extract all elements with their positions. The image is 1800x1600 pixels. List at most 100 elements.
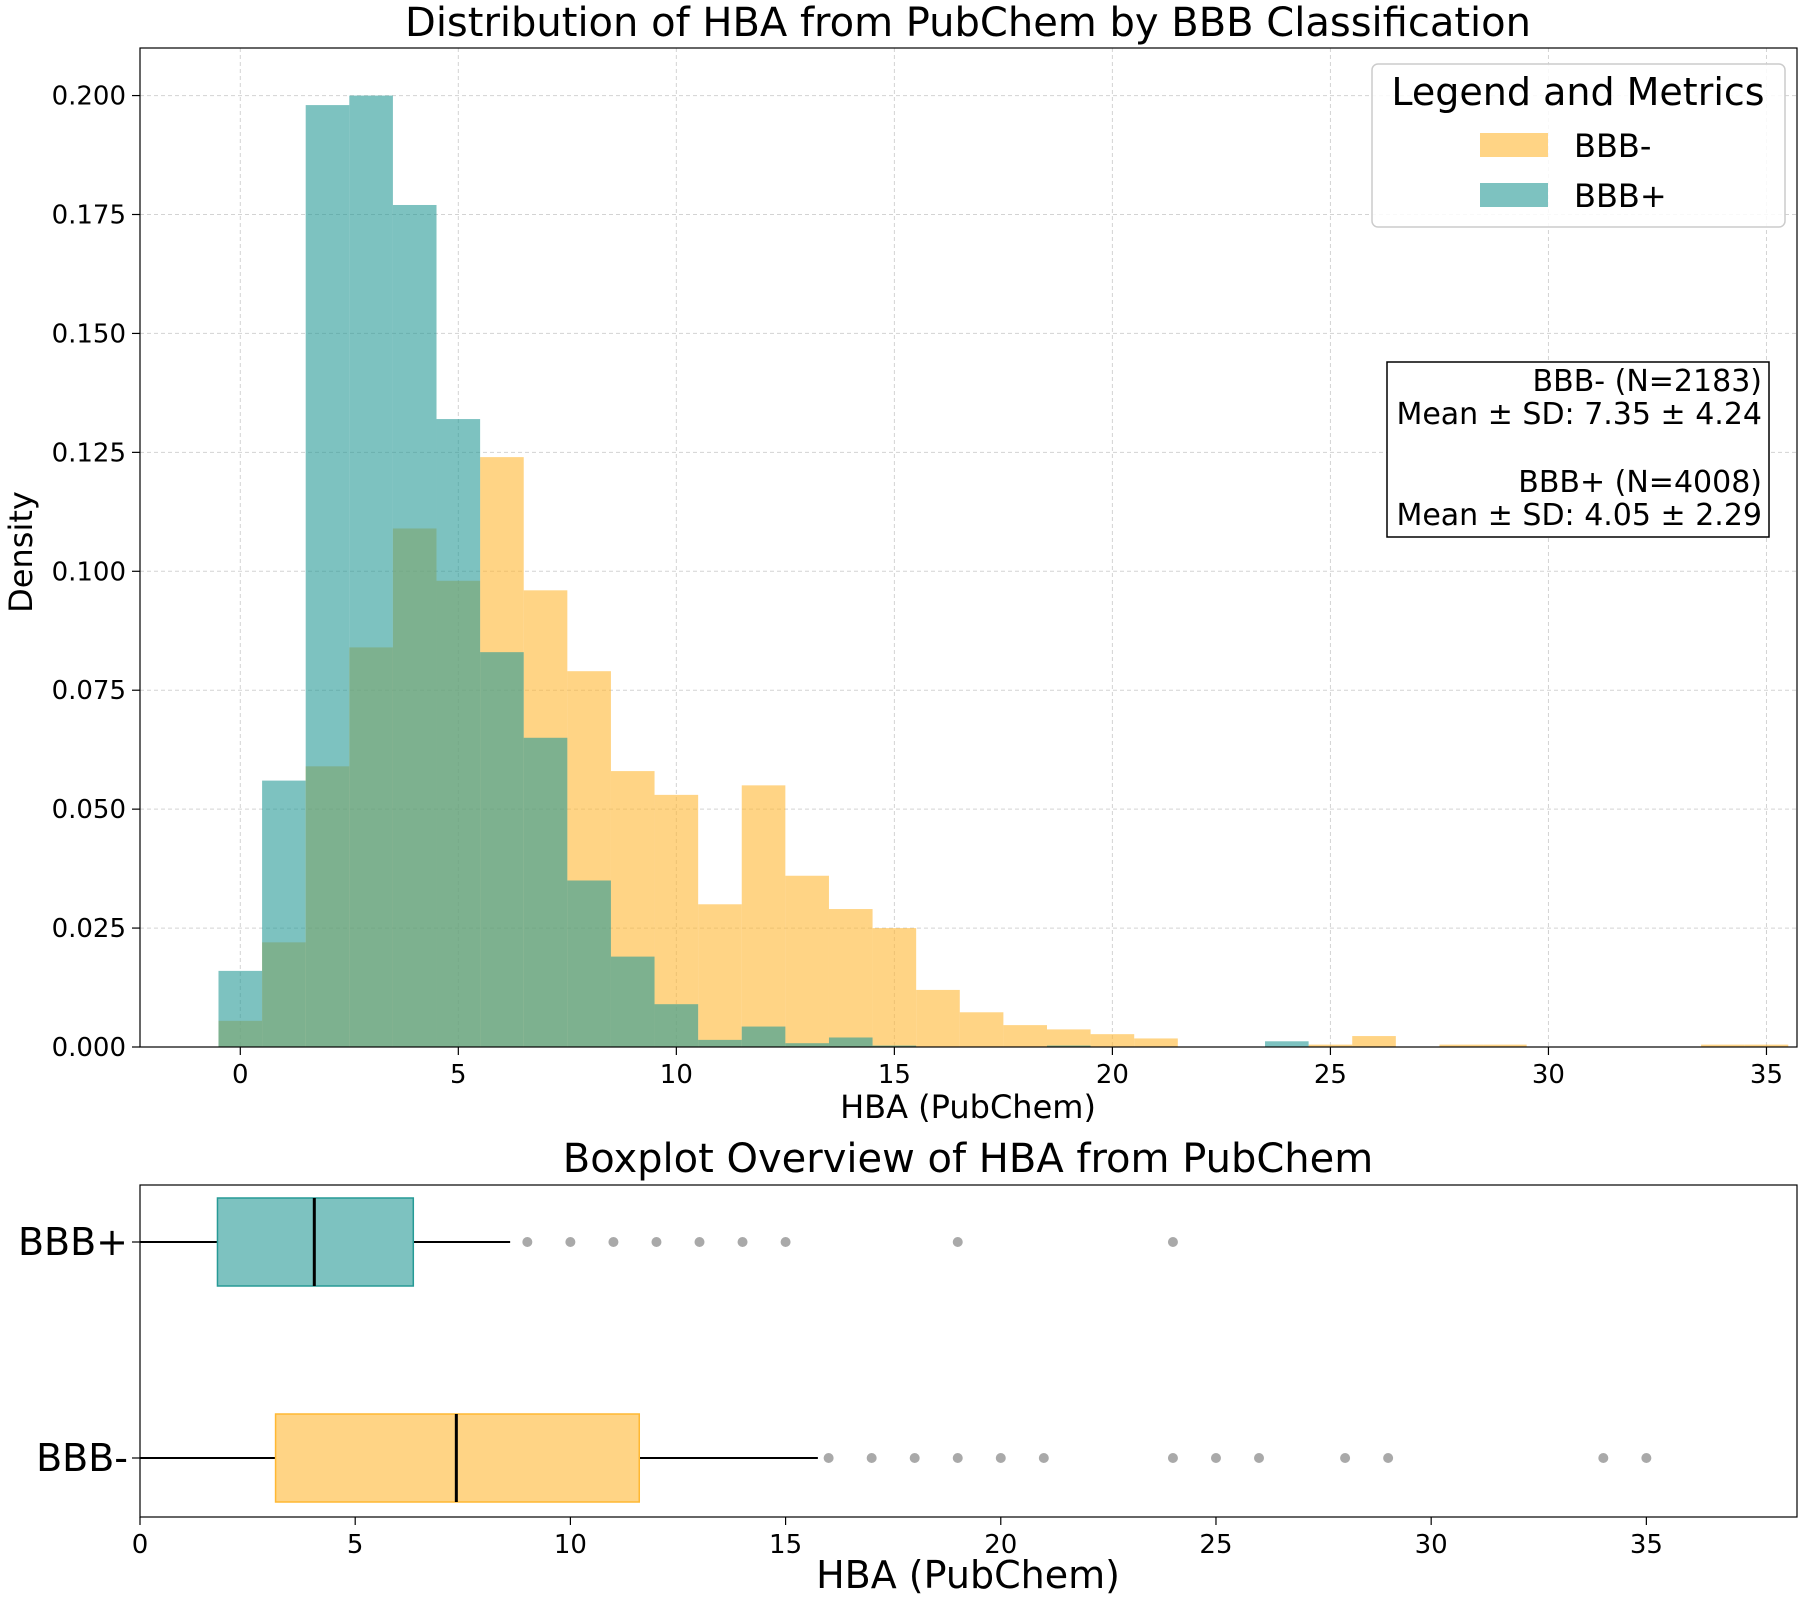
boxplot-axes-frame (139, 1184, 1798, 1518)
boxplot-x-ticks: 0 5 10 15 20 25 30 35 (132, 1517, 1663, 1560)
boxplot-outlier-bbb-minus (1340, 1453, 1351, 1463)
histogram-bar-bbb-minus (1439, 1044, 1484, 1047)
y-tick-label: 0.025 (52, 914, 126, 944)
histogram-bar-bbb-minus (698, 904, 742, 1047)
boxplot-outlier-bbb-minus (909, 1453, 920, 1463)
legend-swatch-bbb-plus (1480, 183, 1548, 207)
legend-frame (1371, 63, 1786, 228)
boxplot-outlier-bbb-minus (1210, 1453, 1221, 1463)
histogram-bar-bbb-plus (523, 737, 568, 1047)
boxplot-x-axis-label: HBA (PubChem) (816, 1553, 1120, 1597)
metrics-bbb-plus-mean-sd: Mean ± SD: 4.05 ± 2.29 (1396, 498, 1762, 533)
histogram-bar-bbb-minus (1701, 1044, 1745, 1047)
legend: Legend and Metrics BBB- BBB+ (1371, 63, 1786, 228)
legend-label-bbb-plus: BBB+ (1574, 177, 1667, 215)
histogram-bar-bbb-plus (305, 105, 350, 1048)
x-tick-label: 20 (1096, 1060, 1129, 1090)
y-tick-label: 0.200 (52, 82, 126, 112)
histogram-bar-bbb-minus (785, 875, 829, 1047)
boxplot-title: Boxplot Overview of HBA from PubChem (563, 1136, 1373, 1182)
histogram-bar-bbb-plus (785, 1043, 829, 1047)
histogram-bar-bbb-minus (1090, 1034, 1135, 1047)
boxplot-outlier-bbb-minus (1167, 1453, 1178, 1463)
boxplot-outlier-bbb-plus (1167, 1237, 1178, 1247)
boxplot-outlier-bbb-plus (780, 1237, 791, 1247)
histogram-bar-bbb-plus (698, 1039, 742, 1047)
y-tick-label: BBB- (36, 1436, 128, 1480)
x-tick-label: 25 (1199, 1530, 1232, 1560)
histogram-y-axis-label: Density (2, 491, 40, 613)
boxplot-outlier-bbb-plus (737, 1237, 748, 1247)
boxplot-outlier-bbb-minus (1038, 1453, 1049, 1463)
histogram-bar-bbb-plus (872, 1045, 917, 1047)
legend-swatch-bbb-minus (1480, 133, 1548, 157)
y-tick-label: BBB+ (18, 1220, 128, 1264)
x-tick-label: 10 (554, 1530, 587, 1560)
histogram-bar-bbb-plus (828, 1037, 873, 1047)
histogram-bar-bbb-plus (1265, 1041, 1309, 1047)
histogram-bar-bbb-plus (1046, 1045, 1091, 1047)
boxplot-outlier-bbb-plus (952, 1237, 963, 1247)
boxplot-elements (140, 1197, 1652, 1503)
histogram-x-axis-label: HBA (PubChem) (840, 1088, 1096, 1126)
legend-title: Legend and Metrics (1391, 70, 1764, 114)
x-tick-label: 10 (660, 1060, 693, 1090)
histogram-bar-bbb-plus (480, 652, 524, 1047)
x-tick-label: 25 (1314, 1060, 1347, 1090)
histogram-x-ticks: 0 5 10 15 20 25 30 35 (232, 1047, 1783, 1090)
histogram-bar-bbb-minus (959, 1012, 1004, 1047)
boxplot-y-ticks: BBB+ BBB- (18, 1220, 140, 1480)
x-tick-label: 15 (769, 1530, 802, 1560)
histogram-bar-bbb-minus (1483, 1044, 1527, 1047)
histogram-bar-bbb-minus (741, 785, 786, 1047)
x-tick-label: 5 (450, 1060, 467, 1090)
x-tick-label: 20 (984, 1530, 1017, 1560)
histogram-panel: 0 5 10 15 20 25 30 35 0.000 0.025 0.050 0.075 0.100… (2, 0, 1798, 1126)
histogram-bar-bbb-plus (262, 780, 306, 1047)
boxplot-outlier-bbb-minus (1254, 1453, 1265, 1463)
y-tick-label: 0.125 (52, 438, 126, 468)
x-tick-label: 30 (1415, 1530, 1448, 1560)
histogram-bars-bbb-plus (218, 95, 1309, 1048)
x-tick-label: 35 (1750, 1060, 1783, 1090)
y-tick-label: 0.000 (52, 1033, 126, 1063)
boxplot-panel: 0 5 10 15 20 25 30 35 BBB+ BBB- Boxplot Overview… (18, 1136, 1798, 1597)
x-tick-label: 5 (347, 1530, 364, 1560)
legend-label-bbb-minus: BBB- (1574, 127, 1651, 165)
boxplot-outlier-bbb-plus (694, 1237, 705, 1247)
metrics-bbb-plus-count: BBB+ (N=4008) (1518, 465, 1762, 500)
x-tick-label: 15 (878, 1060, 911, 1090)
histogram-bar-bbb-plus (610, 956, 655, 1047)
boxplot-outlier-bbb-plus (608, 1237, 619, 1247)
boxplot-outlier-bbb-minus (1641, 1453, 1652, 1463)
y-tick-label: 0.075 (52, 676, 126, 706)
histogram-bar-bbb-plus (567, 880, 611, 1047)
metrics-bbb-minus-count: BBB- (N=2183) (1533, 364, 1762, 399)
boxplot-outlier-bbb-minus (995, 1453, 1006, 1463)
metrics-frame (1386, 361, 1770, 538)
histogram-bar-bbb-minus (1308, 1044, 1353, 1047)
metrics-box: BBB- (N=2183) Mean ± SD: 7.35 ± 4.24 BBB… (1386, 361, 1770, 538)
histogram-y-ticks: 0.000 0.025 0.050 0.075 0.100 0.125 0.150 0.175… (52, 82, 140, 1063)
histogram-bar-bbb-plus (392, 204, 437, 1047)
y-tick-label: 0.150 (52, 319, 126, 349)
y-tick-label: 0.050 (52, 795, 126, 825)
histogram-bar-bbb-plus (654, 1004, 699, 1047)
y-tick-label: 0.175 (52, 201, 126, 231)
boxplot-outlier-bbb-plus (522, 1237, 533, 1247)
histogram-bar-bbb-plus (349, 95, 393, 1048)
x-tick-label: 0 (232, 1060, 249, 1090)
histogram-bar-bbb-minus (872, 928, 917, 1047)
boxplot-outlier-bbb-minus (1598, 1453, 1609, 1463)
histogram-bar-bbb-plus (436, 419, 481, 1047)
boxplot-outlier-bbb-minus (952, 1453, 963, 1463)
histogram-axes-frame (139, 47, 1798, 1048)
x-tick-label: 30 (1532, 1060, 1565, 1090)
histogram-bar-bbb-minus (1003, 1025, 1047, 1047)
histogram-bar-bbb-minus (828, 909, 873, 1047)
histogram-bar-bbb-minus (1134, 1038, 1178, 1047)
boxplot-outlier-bbb-plus (651, 1237, 662, 1247)
boxplot-outlier-bbb-minus (1383, 1453, 1394, 1463)
x-tick-label: 35 (1630, 1530, 1663, 1560)
